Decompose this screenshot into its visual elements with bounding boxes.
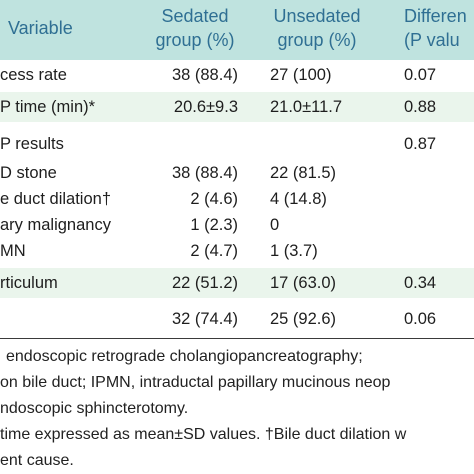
row-8-label: rticulum bbox=[0, 274, 58, 292]
row-2-sedated: 20.6±9.3 bbox=[173, 98, 238, 116]
row-shade-2 bbox=[0, 92, 474, 122]
row-6-unsedated: 0 bbox=[270, 216, 280, 234]
row-1-p: 0.07 bbox=[404, 66, 437, 84]
row-2-label: P time (min)* bbox=[0, 98, 96, 116]
table-header: Variable Sedated group (%) Unsedated gro… bbox=[0, 0, 474, 60]
row-6-label: ary malignancy bbox=[0, 216, 111, 234]
header-unsedated: Unsedated group (%) bbox=[268, 4, 366, 52]
row-3-p: 0.87 bbox=[404, 135, 437, 153]
row-1-label: cess rate bbox=[0, 66, 67, 84]
row-7-label: MN bbox=[0, 242, 26, 260]
row-1-unsedated: 27 (100) bbox=[270, 66, 332, 84]
row-7-unsedated: 1 (3.7) bbox=[270, 242, 318, 260]
row-9-p: 0.06 bbox=[404, 310, 437, 328]
row-6-sedated: 1 (2.3) bbox=[190, 216, 238, 234]
row-7-sedated: 2 (4.7) bbox=[190, 242, 238, 260]
row-5-unsedated: 4 (14.8) bbox=[270, 190, 327, 208]
header-variable: Variable bbox=[8, 18, 73, 38]
row-5-label: e duct dilation† bbox=[0, 190, 111, 208]
row-5-sedated: 2 (4.6) bbox=[190, 190, 238, 208]
row-8-unsedated: 17 (63.0) bbox=[270, 274, 337, 292]
row-2-p: 0.88 bbox=[404, 98, 437, 116]
header-difference: Differen (P valu bbox=[404, 4, 467, 52]
row-2-unsedated: 21.0±11.7 bbox=[270, 98, 343, 116]
footnote-3: ndoscopic sphincterotomy. bbox=[0, 400, 189, 417]
header-sedated-line1: Sedated bbox=[161, 6, 229, 26]
row-4-sedated: 38 (88.4) bbox=[171, 164, 238, 182]
header-sedated: Sedated group (%) bbox=[152, 4, 238, 52]
footnote-1: endoscopic retrograde cholangiopancreato… bbox=[6, 348, 363, 365]
row-9-unsedated: 25 (92.6) bbox=[270, 310, 337, 328]
header-unsedated-line2: group (%) bbox=[277, 30, 357, 50]
header-unsedated-line1: Unsedated bbox=[273, 6, 361, 26]
footnote-2: on bile duct; IPMN, intraductal papillar… bbox=[0, 374, 391, 391]
row-3-label: P results bbox=[0, 135, 64, 153]
header-difference-line2: (P valu bbox=[404, 30, 460, 50]
footnote-4: time expressed as mean±SD values. †Bile … bbox=[0, 426, 407, 443]
table-bottom-rule bbox=[0, 338, 474, 339]
row-shade-8 bbox=[0, 268, 474, 298]
footnote-5: ent cause. bbox=[0, 452, 74, 469]
row-4-label: D stone bbox=[0, 164, 57, 182]
header-difference-line1: Differen bbox=[404, 6, 467, 26]
row-8-sedated: 22 (51.2) bbox=[171, 274, 238, 292]
row-8-p: 0.34 bbox=[404, 274, 437, 292]
header-sedated-line2: group (%) bbox=[155, 30, 235, 50]
row-1-sedated: 38 (88.4) bbox=[171, 66, 238, 84]
row-9-sedated: 32 (74.4) bbox=[171, 310, 238, 328]
row-4-unsedated: 22 (81.5) bbox=[270, 164, 337, 182]
